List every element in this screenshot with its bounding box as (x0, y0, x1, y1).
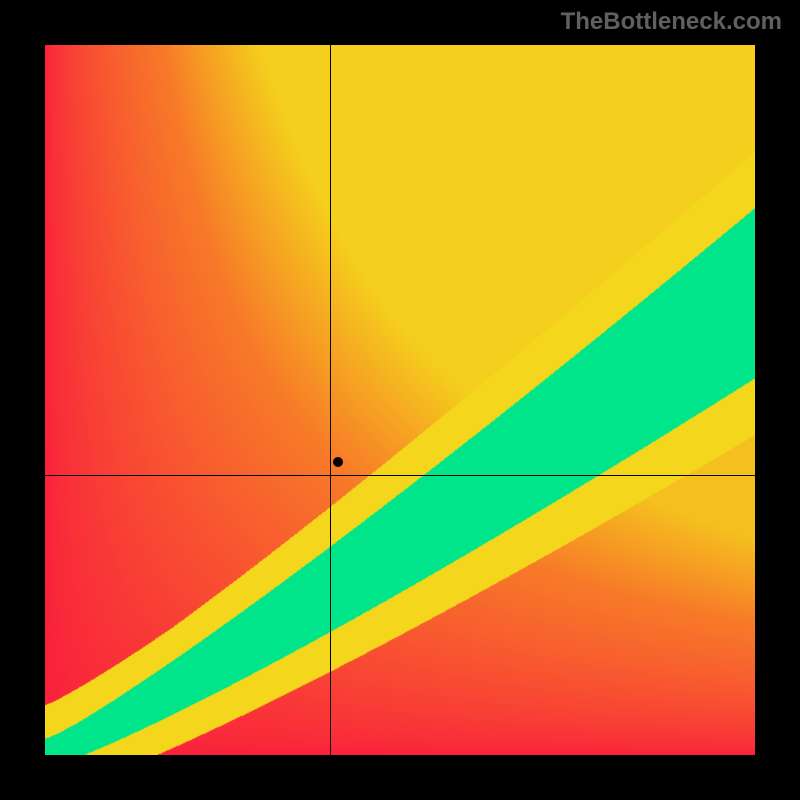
crosshair-marker-dot (333, 457, 343, 467)
crosshair-horizontal (45, 475, 755, 476)
crosshair-vertical (330, 45, 331, 755)
watermark-text: TheBottleneck.com (561, 8, 782, 36)
chart-container: TheBottleneck.com (0, 0, 800, 800)
heatmap-canvas (45, 45, 755, 755)
plot-area (45, 45, 755, 755)
